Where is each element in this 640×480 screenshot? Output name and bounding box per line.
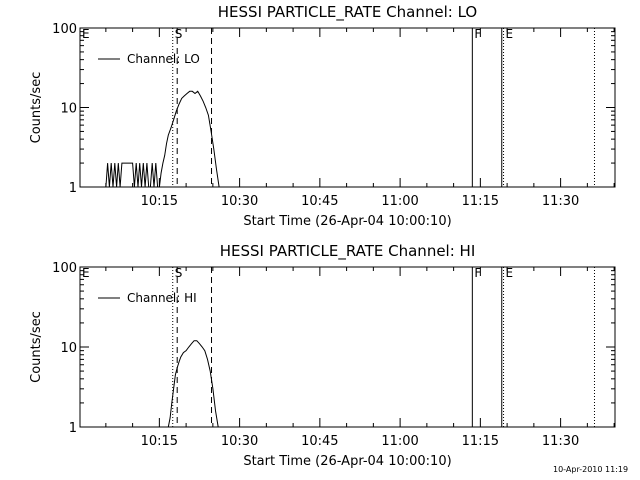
legend-label: Channel: HI bbox=[127, 291, 197, 305]
y-axis-label: Counts/sec bbox=[29, 72, 44, 144]
event-marker-label: E bbox=[82, 266, 90, 280]
x-tick-label: 10:30 bbox=[221, 194, 258, 209]
chart-title: HESSI PARTICLE_RATE Channel: HI bbox=[220, 242, 476, 261]
y-tick-label: 100 bbox=[52, 261, 77, 276]
y-tick-label: 10 bbox=[60, 341, 77, 356]
x-tick-label: 11:00 bbox=[381, 194, 418, 209]
x-axis-label: Start Time (26-Apr-04 10:00:10) bbox=[243, 454, 451, 469]
series-line bbox=[105, 90, 220, 188]
x-tick-label: 11:30 bbox=[542, 194, 579, 209]
y-tick-label: 10 bbox=[60, 102, 77, 117]
event-marker-label: S bbox=[175, 27, 183, 41]
x-tick-label: 10:45 bbox=[301, 194, 338, 209]
y-tick-label: 1 bbox=[69, 181, 77, 196]
y-tick-label: 1 bbox=[69, 421, 77, 436]
x-axis-label: Start Time (26-Apr-04 10:00:10) bbox=[243, 214, 451, 229]
legend-label: Channel: LO bbox=[127, 52, 200, 66]
chart-panel: HESSI PARTICLE_RATE Channel: HI 1 10 100 10:… bbox=[29, 242, 616, 469]
x-tick-label: 11:15 bbox=[462, 434, 499, 449]
x-tick-label: 10:15 bbox=[141, 434, 178, 449]
chart-title: HESSI PARTICLE_RATE Channel: LO bbox=[218, 3, 477, 22]
chart-panel: HESSI PARTICLE_RATE Channel: LO 1 10 100 10:… bbox=[29, 3, 616, 229]
x-tick-label: 11:30 bbox=[542, 434, 579, 449]
event-marker-label: E bbox=[506, 27, 514, 41]
x-tick-label: 11:15 bbox=[462, 194, 499, 209]
x-tick-label: 10:15 bbox=[141, 194, 178, 209]
y-tick-label: 100 bbox=[52, 22, 77, 37]
y-axis-label: Counts/sec bbox=[29, 311, 44, 383]
event-marker-label: F bbox=[474, 27, 481, 41]
event-marker-label: S bbox=[175, 266, 183, 280]
series-line bbox=[167, 340, 219, 428]
event-marker-label: E bbox=[506, 266, 514, 280]
event-marker-label: F bbox=[474, 266, 481, 280]
x-tick-label: 10:30 bbox=[221, 434, 258, 449]
x-tick-label: 10:45 bbox=[301, 434, 338, 449]
x-tick-label: 11:00 bbox=[381, 434, 418, 449]
print-timestamp: 10-Apr-2010 11:19 bbox=[553, 465, 629, 474]
event-marker-label: E bbox=[82, 27, 90, 41]
